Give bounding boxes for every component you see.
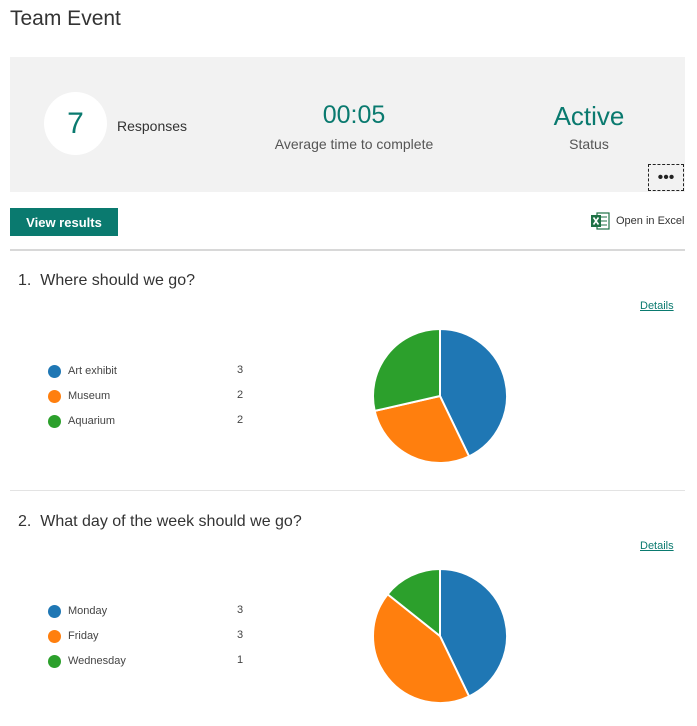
pie-slice-wednesday bbox=[386, 567, 441, 639]
average-time-value: 00:05 bbox=[322, 101, 386, 129]
question-2-number: 2. bbox=[18, 513, 32, 530]
legend-label: Aquarium bbox=[68, 415, 116, 427]
legend-label: Monday bbox=[68, 605, 108, 617]
legend-item-art-exhibit: Art exhibit bbox=[48, 363, 117, 379]
more-icon: ••• bbox=[657, 168, 675, 186]
open-in-excel-label: Open in Excel bbox=[616, 215, 685, 227]
average-time-label: Average time to complete bbox=[274, 136, 434, 152]
question-1-text: Where should we go? bbox=[40, 272, 195, 289]
legend-item-wednesday: Wednesday bbox=[48, 653, 126, 669]
legend-dot bbox=[48, 654, 61, 668]
legend-label: Friday bbox=[68, 630, 99, 642]
question-2-text: What day of the week should we go? bbox=[40, 513, 302, 530]
legend-dot bbox=[48, 629, 61, 643]
legend-dot bbox=[48, 389, 61, 403]
status-label: Status bbox=[569, 136, 609, 152]
view-results-button[interactable]: View results bbox=[10, 208, 118, 236]
legend-count: 1 bbox=[237, 654, 244, 666]
legend-dot bbox=[48, 414, 61, 428]
legend-count: 2 bbox=[237, 389, 244, 401]
legend-label: Art exhibit bbox=[68, 365, 117, 377]
legend-item-monday: Monday bbox=[48, 603, 107, 619]
question-1-title: 1. Where should we go? bbox=[18, 272, 195, 290]
more-options-button[interactable]: ••• bbox=[648, 164, 684, 191]
page-title: Team Event bbox=[10, 7, 121, 30]
legend-dot bbox=[48, 364, 61, 378]
pie-slice-friday bbox=[372, 592, 471, 704]
legend-dot bbox=[48, 604, 61, 618]
section-divider bbox=[10, 249, 685, 251]
legend-label: Wednesday bbox=[68, 655, 126, 667]
question-1-pie-chart bbox=[372, 327, 508, 464]
legend-item-friday: Friday bbox=[48, 628, 99, 644]
question-1-details-link[interactable]: Details bbox=[640, 300, 674, 312]
question-2-pie-chart bbox=[372, 567, 508, 704]
legend-label: Museum bbox=[68, 390, 111, 402]
legend-count: 3 bbox=[237, 629, 244, 641]
summary-panel: 7 Responses 00:05 Average time to comple… bbox=[10, 57, 685, 192]
legend-count: 3 bbox=[237, 604, 244, 616]
excel-icon bbox=[591, 212, 610, 230]
question-2-details-link[interactable]: Details bbox=[640, 540, 674, 552]
legend-item-museum: Museum bbox=[48, 388, 110, 404]
legend-item-aquarium: Aquarium bbox=[48, 413, 115, 429]
pie-slice-monday bbox=[439, 567, 508, 698]
pie-slice-art-exhibit bbox=[439, 327, 508, 458]
question-2-title: 2. What day of the week should we go? bbox=[18, 513, 302, 531]
question-1-number: 1. bbox=[18, 272, 32, 289]
open-in-excel-button[interactable]: Open in Excel bbox=[590, 212, 684, 230]
status-value: Active bbox=[553, 101, 625, 131]
pie-slice-museum bbox=[373, 394, 471, 464]
pie-slice-aquarium bbox=[372, 327, 441, 413]
question-divider bbox=[10, 490, 685, 491]
legend-count: 2 bbox=[237, 414, 244, 426]
legend-count: 3 bbox=[237, 364, 244, 376]
responses-label: Responses bbox=[117, 118, 188, 134]
responses-count: 7 bbox=[44, 92, 107, 155]
